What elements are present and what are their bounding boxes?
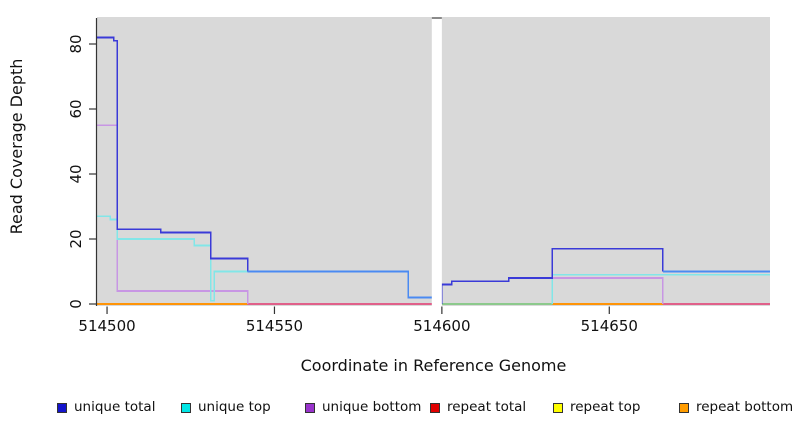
masked-gap-band bbox=[431, 17, 442, 306]
x-axis-title: Coordinate in Reference Genome bbox=[301, 356, 567, 375]
series-line-unique-total bbox=[441, 248, 664, 304]
y-axis-title: Read Coverage Depth bbox=[7, 59, 26, 235]
series-lines bbox=[97, 36, 770, 305]
y-tick-label: 80 bbox=[67, 34, 85, 53]
axes: 0 20 40 60 80 514500 514550 514600 514650 bbox=[67, 18, 638, 335]
x-tick-label: 514650 bbox=[581, 317, 638, 335]
y-tick-label: 40 bbox=[67, 164, 85, 183]
series-line-unique-total bbox=[97, 36, 249, 272]
y-tick-label: 60 bbox=[67, 99, 85, 118]
y-tick-label: 20 bbox=[67, 229, 85, 248]
x-tick-label: 514550 bbox=[246, 317, 303, 335]
series-line-unique-total-overlapping-unique-top- bbox=[247, 270, 432, 299]
x-tick-label: 514600 bbox=[413, 317, 470, 335]
y-tick-label: 0 bbox=[67, 299, 85, 309]
x-tick-label: 514500 bbox=[78, 317, 135, 335]
series-line-unique-bottom bbox=[97, 124, 249, 304]
gap-band-top-edge bbox=[431, 17, 442, 19]
coverage-gap-band bbox=[431, 17, 442, 306]
